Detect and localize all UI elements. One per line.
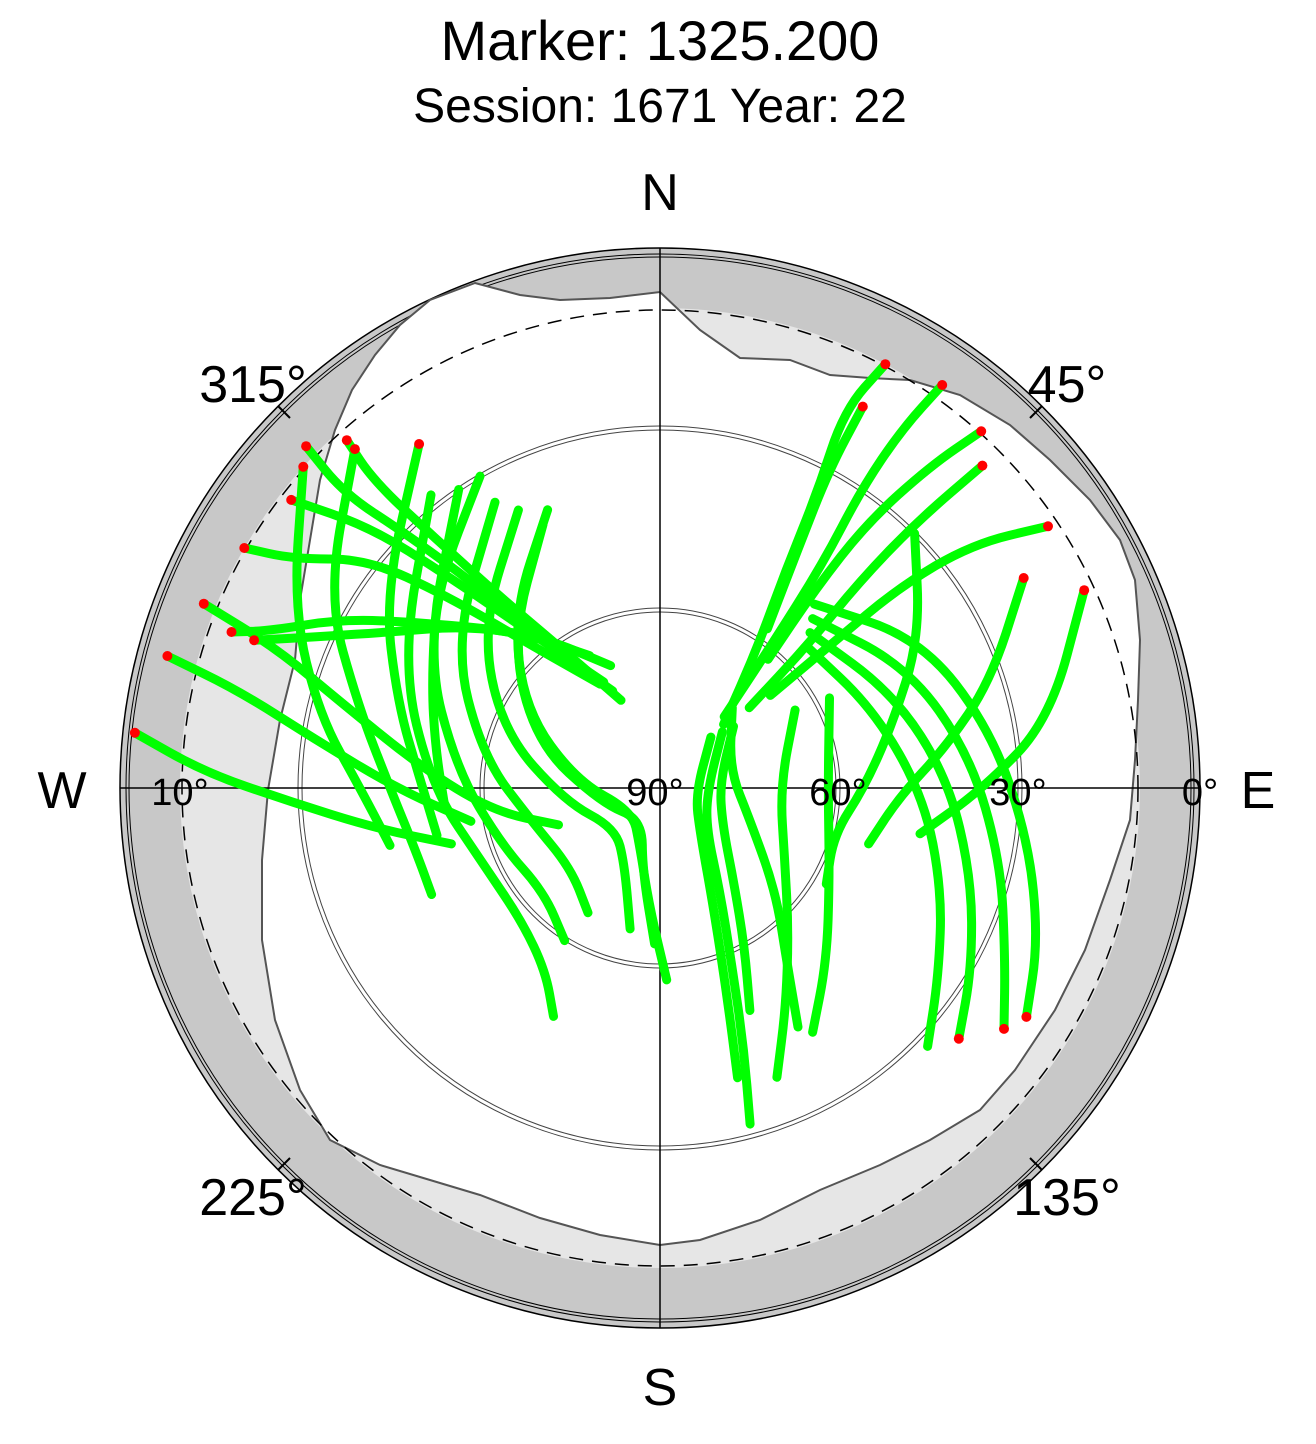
track-endpoint bbox=[857, 401, 868, 412]
satellite-track bbox=[802, 641, 945, 1051]
elevation-label-90: 90° bbox=[626, 772, 683, 814]
satellite-track bbox=[130, 728, 456, 849]
track-endpoint bbox=[301, 441, 312, 452]
chart-title: Marker: 1325.200 bbox=[441, 9, 880, 72]
elevation-label-30: 30° bbox=[989, 772, 1046, 814]
track-endpoint bbox=[414, 439, 425, 449]
track-endpoint bbox=[953, 1033, 964, 1044]
satellite-track bbox=[702, 727, 755, 1129]
satellite-track bbox=[483, 505, 635, 934]
satellite-track bbox=[915, 585, 1089, 839]
satellite-track bbox=[404, 490, 558, 1021]
track-endpoint bbox=[162, 651, 173, 661]
elevation-label-10: 10° bbox=[151, 772, 208, 814]
satellite-track bbox=[762, 402, 868, 634]
track-endpoint bbox=[880, 359, 891, 370]
track-endpoint bbox=[286, 494, 297, 505]
elevation-label-60: 60° bbox=[809, 772, 866, 814]
tracks-layer bbox=[130, 359, 1089, 1129]
track-endpoint bbox=[1021, 1011, 1032, 1022]
satellite-track bbox=[162, 651, 476, 826]
track-endpoint bbox=[976, 426, 987, 437]
track-endpoint bbox=[198, 598, 209, 609]
satellite-track bbox=[765, 521, 1053, 700]
satellite-track bbox=[772, 705, 800, 1082]
satellite-track bbox=[808, 614, 1010, 1034]
compass-east: E bbox=[1241, 762, 1276, 820]
azimuth-label-135: 135° bbox=[1013, 1169, 1121, 1227]
azimuth-label-315: 315° bbox=[199, 356, 307, 414]
track-endpoint bbox=[341, 435, 352, 446]
satellite-track bbox=[457, 497, 593, 918]
track-endpoint bbox=[1079, 585, 1090, 596]
azimuth-label-45: 45° bbox=[1028, 356, 1107, 414]
satellite-track bbox=[808, 693, 834, 1037]
satellite-track bbox=[864, 573, 1029, 849]
satellite-track bbox=[809, 599, 1041, 1022]
compass-north: N bbox=[641, 164, 679, 222]
track-endpoint bbox=[977, 460, 988, 471]
track-endpoint bbox=[1018, 573, 1029, 583]
satellite-track bbox=[763, 426, 986, 664]
track-endpoint bbox=[298, 461, 309, 472]
track-endpoint bbox=[349, 444, 360, 455]
satellite-track bbox=[292, 462, 395, 850]
satellite-track bbox=[513, 520, 660, 949]
compass-west: W bbox=[37, 762, 86, 820]
track-endpoint bbox=[129, 727, 140, 738]
tick-315 bbox=[277, 405, 291, 419]
azimuth-label-225: 225° bbox=[199, 1169, 307, 1227]
satellite-track bbox=[330, 444, 437, 899]
tick-135 bbox=[1029, 1157, 1043, 1171]
elevation-label-0: 0° bbox=[1182, 772, 1218, 814]
satellite-track bbox=[429, 485, 570, 946]
satellite-track bbox=[342, 435, 626, 705]
endpoints-layer bbox=[129, 359, 1090, 1044]
tick-225 bbox=[277, 1157, 291, 1171]
satellite-track bbox=[719, 380, 947, 722]
track-endpoint bbox=[226, 627, 237, 637]
track-endpoint bbox=[1043, 521, 1053, 532]
satellite-track bbox=[692, 732, 743, 1083]
chart-subtitle: Session: 1671 Year: 22 bbox=[413, 80, 907, 133]
track-endpoint bbox=[937, 380, 948, 390]
satellite-track bbox=[821, 528, 923, 889]
track-endpoint bbox=[999, 1023, 1009, 1034]
track-endpoint bbox=[249, 635, 260, 646]
satellite-track bbox=[239, 543, 605, 689]
compass-south: S bbox=[643, 1359, 678, 1417]
tick-45 bbox=[1029, 405, 1043, 419]
track-endpoint bbox=[239, 543, 250, 553]
satellite-track bbox=[805, 628, 977, 1044]
